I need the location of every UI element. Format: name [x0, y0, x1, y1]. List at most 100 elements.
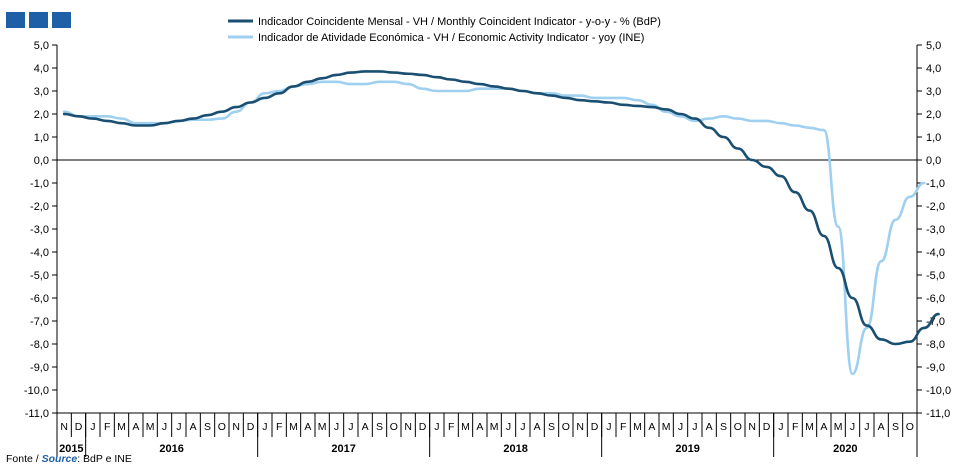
month-label: D	[763, 421, 771, 433]
month-label: F	[104, 421, 110, 433]
header-block	[29, 12, 48, 28]
month-label: F	[792, 421, 798, 433]
month-label: J	[520, 421, 525, 433]
y-tick-label-right: 2,0	[926, 109, 941, 121]
month-label: J	[348, 421, 353, 433]
y-tick-label-left: 0,0	[34, 155, 49, 167]
y-tick-label-right: -2,0	[926, 201, 945, 213]
axes: 5,0 5,0 4,0 4,0 3,0 3,0 2,0 2,0 1,0 1,0 0,0 0,0 -1,0…	[24, 40, 951, 420]
y-tick-label-left: -8,0	[30, 339, 49, 351]
y-tick-label-right: -3,0	[926, 224, 945, 236]
month-label: M	[461, 421, 470, 433]
month-label: N	[576, 421, 584, 433]
y-tick-label-right: -11,0	[926, 408, 950, 420]
y-tick-label-left: 2,0	[34, 109, 49, 121]
y-tick-label-right: -6,0	[926, 293, 945, 305]
y-tick-label-right: -1,0	[926, 178, 945, 190]
month-label: F	[620, 421, 626, 433]
y-tick-label-left: -11,0	[25, 408, 49, 420]
month-label: M	[117, 421, 126, 433]
activity-indicator-line	[62, 80, 926, 376]
y-tick-label-right: -4,0	[926, 247, 945, 259]
year-label: 2018	[503, 443, 527, 455]
month-label: S	[204, 421, 211, 433]
month-label: O	[218, 421, 226, 433]
month-label: J	[162, 421, 167, 433]
source-prefix: Fonte /	[6, 453, 39, 465]
y-tick-label-left: -7,0	[30, 316, 49, 328]
month-label: N	[404, 421, 412, 433]
month-label: M	[289, 421, 298, 433]
month-label: D	[75, 421, 83, 433]
month-label: F	[448, 421, 454, 433]
month-label: J	[434, 421, 439, 433]
legend: Indicador Coincidente Mensal - VH / Mont…	[228, 16, 661, 44]
source-suffix: : BdP e INE	[77, 453, 132, 465]
y-tick-label-right: 4,0	[926, 63, 941, 75]
y-tick-label-left: -4,0	[30, 247, 49, 259]
month-label: J	[176, 421, 181, 433]
month-label: N	[60, 421, 68, 433]
month-label: A	[476, 421, 483, 433]
month-label: J	[692, 421, 697, 433]
month-label: D	[419, 421, 427, 433]
year-label: 2016	[159, 443, 183, 455]
month-label: N	[232, 421, 240, 433]
month-label: S	[548, 421, 555, 433]
month-label: M	[490, 421, 499, 433]
month-label: A	[648, 421, 655, 433]
legend-label-coincident: Indicador Coincidente Mensal - VH / Mont…	[258, 16, 661, 28]
y-tick-label-left: -3,0	[30, 224, 49, 236]
year-label: 2020	[833, 443, 857, 455]
y-tick-label-right: 5,0	[926, 40, 941, 52]
month-label: J	[506, 421, 511, 433]
year-label: 2015	[59, 443, 83, 455]
month-label: F	[276, 421, 282, 433]
month-label: D	[247, 421, 255, 433]
month-label: M	[662, 421, 671, 433]
month-label: J	[850, 421, 855, 433]
month-label: M	[805, 421, 814, 433]
header-block	[6, 12, 25, 28]
month-label: O	[562, 421, 570, 433]
coincident-indicator-line	[62, 70, 940, 346]
month-label: A	[820, 421, 827, 433]
month-label: M	[146, 421, 155, 433]
y-tick-label-left: -6,0	[30, 293, 49, 305]
month-label: J	[778, 421, 783, 433]
year-label: 2017	[331, 443, 355, 455]
month-label: O	[734, 421, 742, 433]
y-tick-label-left: 5,0	[34, 40, 49, 52]
month-label: A	[362, 421, 369, 433]
y-tick-label-left: -9,0	[30, 362, 49, 374]
y-tick-label-right: -7,0	[926, 316, 945, 328]
month-label: A	[132, 421, 139, 433]
month-label: O	[390, 421, 398, 433]
y-tick-label-right: 0,0	[926, 155, 941, 167]
y-tick-label-right: 1,0	[926, 132, 941, 144]
y-tick-label-left: 4,0	[34, 63, 49, 75]
month-label: J	[864, 421, 869, 433]
month-label: D	[591, 421, 599, 433]
month-label: A	[878, 421, 885, 433]
month-label: M	[318, 421, 327, 433]
series-lines	[62, 70, 940, 376]
y-tick-label-right: 3,0	[926, 86, 941, 98]
month-label: N	[748, 421, 756, 433]
month-label: A	[534, 421, 541, 433]
year-label: 2019	[675, 443, 699, 455]
y-tick-label-left: -10,0	[24, 385, 49, 397]
y-tick-label-left: -5,0	[30, 270, 49, 282]
y-tick-label-left: 3,0	[34, 86, 49, 98]
month-label: S	[720, 421, 727, 433]
legend-label-activity: Indicador de Atividade Económica - VH / …	[258, 32, 644, 44]
month-label: J	[606, 421, 611, 433]
month-label: M	[633, 421, 642, 433]
month-label: A	[706, 421, 713, 433]
y-tick-label-right: -8,0	[926, 339, 945, 351]
source-note: Fonte / Source: BdP e INE	[6, 453, 132, 465]
month-label: S	[892, 421, 899, 433]
header-block	[52, 12, 71, 28]
